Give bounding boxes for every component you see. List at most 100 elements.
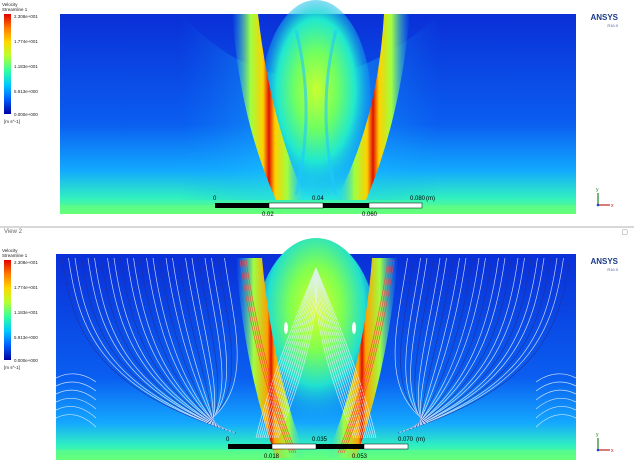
streamline — [87, 257, 232, 432]
streamline — [535, 389, 577, 401]
scale-tick-label: 0.04 — [312, 196, 324, 202]
bottom-streamline-plot[interactable]: 0 0.035 0.070 (m) 0.018 0.053 x y — [0, 228, 634, 472]
legend-label: 1.183e+001 — [14, 64, 38, 69]
svg-text:x: x — [611, 448, 614, 454]
streamlines — [55, 257, 577, 454]
left-jet — [232, 14, 306, 200]
streamline — [415, 257, 473, 428]
streamline — [243, 259, 295, 454]
legend-label: 1.774e+001 — [14, 39, 38, 44]
scale-tick-label: 0 — [226, 437, 230, 443]
streamline — [277, 267, 318, 439]
maximize-icon[interactable]: ▢ — [621, 229, 628, 236]
svg-text:y: y — [596, 432, 599, 438]
scale-minor-label: 0.053 — [352, 454, 368, 460]
streamline — [68, 257, 235, 433]
streamline — [120, 257, 226, 430]
streamline — [410, 257, 499, 429]
streamline — [343, 259, 395, 454]
streamline — [61, 257, 237, 434]
streamline — [255, 267, 317, 439]
streamline — [206, 257, 233, 424]
streamline — [402, 257, 545, 432]
scale-tick-label: 0.080 — [410, 196, 426, 202]
scale-tick-label: 0.035 — [312, 437, 328, 443]
streamline — [416, 257, 467, 427]
streamline — [394, 257, 429, 424]
streamline — [55, 381, 97, 392]
bottom-color-legend: Velocity Streamline 1 2.308e+001 1.774e+… — [2, 248, 54, 370]
ansys-logo: ANSYS R16.0 — [590, 257, 618, 273]
streamline — [241, 259, 293, 454]
streamline — [315, 267, 371, 439]
scale-tick-label: 0.070 — [398, 437, 414, 443]
streamline — [403, 257, 538, 432]
streamline — [267, 267, 317, 439]
streamline — [406, 257, 525, 431]
legend-label-max: 2.308e+001 — [14, 260, 38, 265]
streamline — [405, 257, 532, 431]
streamline — [126, 257, 225, 430]
view-title: View 2 — [4, 229, 22, 235]
streamline — [408, 257, 512, 430]
streamline — [191, 257, 216, 426]
streamline — [269, 267, 317, 439]
streamline — [198, 257, 219, 425]
scale-unit: (m) — [426, 196, 435, 202]
streamline — [257, 267, 317, 439]
svg-text:y: y — [596, 187, 599, 193]
legend-label-max: 2.308e+001 — [14, 14, 38, 19]
bottom-scale-bar — [228, 443, 409, 450]
streamline — [337, 259, 389, 454]
streamline — [74, 257, 234, 433]
streamline — [535, 397, 577, 410]
streamline — [55, 373, 97, 383]
bottom-viewport[interactable]: View 2 ▢ Velocity Streamline 1 2.308e+00… — [0, 228, 634, 472]
streamline — [418, 257, 460, 427]
streamline — [399, 257, 564, 433]
streamline — [55, 414, 97, 428]
streamline — [315, 267, 357, 439]
ansys-logo: ANSYS R16.0 — [590, 13, 618, 29]
streamline — [417, 257, 441, 426]
streamline — [139, 257, 222, 429]
streamline — [55, 406, 97, 419]
streamline — [397, 257, 571, 434]
streamline — [146, 257, 221, 429]
scale-minor-label: 0.02 — [262, 212, 274, 218]
streamline — [261, 267, 317, 439]
streamline — [152, 257, 220, 428]
streamline — [185, 257, 214, 426]
streamline — [535, 414, 577, 428]
streamline — [259, 267, 317, 439]
legend-label: 1.774e+001 — [14, 285, 38, 290]
streamline — [315, 267, 369, 439]
streamline — [315, 267, 365, 439]
streamline — [113, 257, 227, 431]
scale-unit: (m) — [416, 437, 425, 443]
streamline — [55, 389, 97, 401]
streamline — [315, 267, 367, 439]
streamline — [315, 267, 377, 439]
streamline — [204, 257, 223, 425]
legend-unit: [m s^-1] — [4, 365, 20, 370]
legend-label-min: 0.000e+000 — [14, 358, 38, 363]
scale-tick-label: 0 — [213, 196, 217, 202]
legend-label: 5.913e+000 — [14, 335, 38, 340]
top-color-legend: Velocity Streamline 1 2.308e+001 1.774e+… — [2, 2, 54, 124]
axis-triad-icon: x y — [596, 187, 614, 209]
left-jet — [236, 258, 306, 458]
streamline — [263, 267, 317, 439]
top-viewport[interactable]: Velocity Streamline 1 2.308e+001 1.774e+… — [0, 0, 634, 226]
streamline — [239, 259, 291, 454]
top-contour-plot[interactable]: 0 0.04 0.080 (m) 0.02 0.060 x y — [0, 0, 634, 226]
streamline — [419, 257, 447, 426]
right-jet — [336, 14, 410, 200]
streamline — [55, 397, 97, 410]
streamline — [409, 257, 506, 430]
viewport-divider[interactable] — [0, 226, 634, 228]
streamline — [178, 257, 215, 426]
streamline — [414, 257, 434, 425]
streamline — [275, 267, 317, 439]
streamline — [410, 257, 428, 425]
